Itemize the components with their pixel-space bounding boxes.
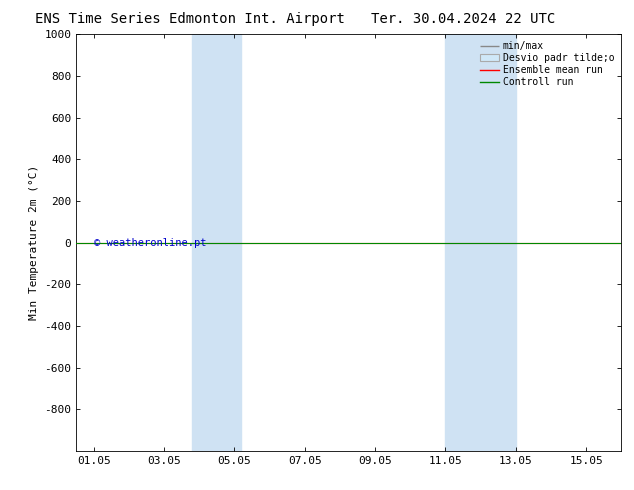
Text: © weatheronline.pt: © weatheronline.pt [94, 238, 206, 248]
Bar [192, 34, 242, 451]
Text: ENS Time Series Edmonton Int. Airport: ENS Time Series Edmonton Int. Airport [36, 12, 345, 26]
Y-axis label: Min Temperature 2m (°C): Min Temperature 2m (°C) [29, 165, 39, 320]
Bar [446, 34, 516, 451]
Text: Ter. 30.04.2024 22 UTC: Ter. 30.04.2024 22 UTC [371, 12, 555, 26]
Legend: min/max, Desvio padr tilde;o, Ensemble mean run, Controll run: min/max, Desvio padr tilde;o, Ensemble m… [477, 39, 616, 89]
